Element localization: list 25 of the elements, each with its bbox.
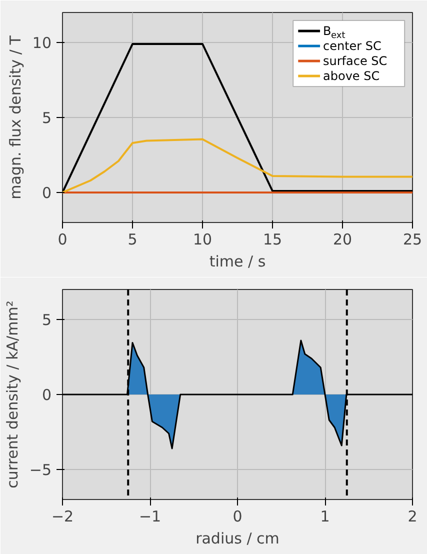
x-tick-label: −2 [51, 508, 74, 526]
y-tick-label: 5 [42, 311, 52, 329]
x-tick-label: 0 [58, 230, 68, 248]
x-tick-label: −1 [138, 508, 162, 526]
x-tick-label: 20 [332, 230, 352, 248]
y-tick-label: 5 [42, 109, 52, 127]
y-axis-title: magn. flux density / T [6, 34, 24, 200]
y-tick-label: 10 [32, 34, 52, 52]
x-tick-label: 1 [320, 508, 330, 526]
x-tick-label: 5 [128, 230, 138, 248]
y-tick-label: 0 [42, 386, 52, 404]
legend-label: surface SC [323, 54, 388, 68]
x-tick-label: 10 [192, 230, 212, 248]
x-tick-label: 25 [402, 230, 422, 248]
x-tick-label: 2 [408, 508, 418, 526]
x-axis-title: time / s [209, 252, 266, 270]
x-tick-label: 15 [262, 230, 282, 248]
x-axis-title: radius / cm [196, 530, 280, 548]
x-tick-label: 0 [232, 508, 242, 526]
y-tick-label: −5 [29, 461, 52, 479]
legend-label: center SC [323, 39, 382, 53]
legend-label: above SC [323, 69, 380, 83]
y-axis-title: current density / kA/mm² [3, 300, 22, 488]
line-series [62, 138, 412, 194]
y-tick-label: 0 [42, 184, 52, 202]
